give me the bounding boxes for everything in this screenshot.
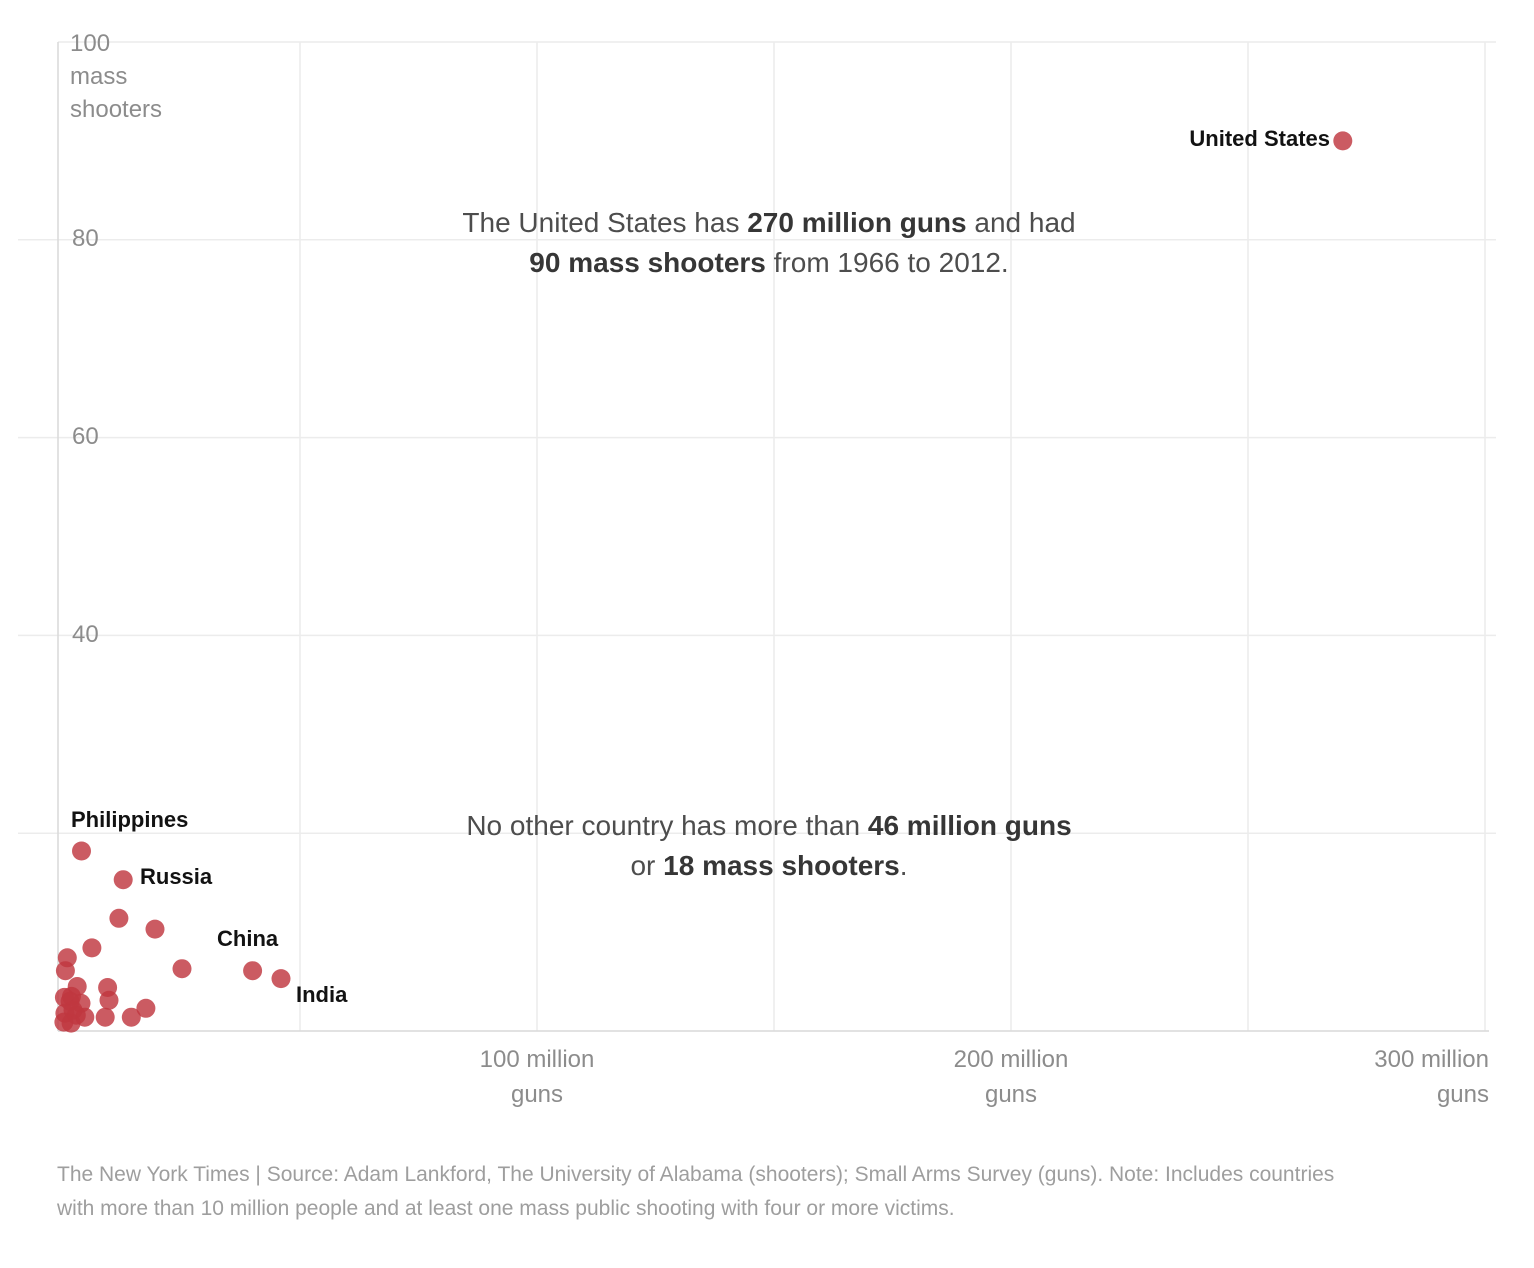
annotation-text: . bbox=[899, 850, 908, 881]
x-tick-label-line1: 100 million bbox=[479, 1046, 595, 1073]
x-tick-label-line2: guns bbox=[984, 1081, 1038, 1108]
scatter-dot bbox=[121, 1007, 141, 1027]
y-tick-80: 80 bbox=[72, 225, 99, 252]
x-tick-label-line2: guns bbox=[1436, 1081, 1489, 1108]
y-axis-unit-line2: shooters bbox=[70, 96, 163, 123]
scatter-dot bbox=[82, 938, 102, 958]
annotation-united-states: The United States has 270 million guns a… bbox=[462, 203, 1075, 283]
dot-united-states bbox=[1333, 131, 1353, 151]
x-tick-label-line1: 300 million bbox=[1374, 1046, 1489, 1073]
country-label-india: India bbox=[296, 982, 348, 1007]
annotation-text: No other country has more than bbox=[466, 810, 868, 841]
scatter-dot bbox=[172, 959, 192, 979]
annotation-line: The United States has 270 million guns a… bbox=[462, 203, 1075, 243]
y-axis-unit-line1: mass bbox=[70, 63, 128, 90]
scatter-dot bbox=[109, 908, 129, 928]
x-tick-300-million: 300 million guns bbox=[1289, 1042, 1489, 1112]
country-label-united-states: United States bbox=[1189, 126, 1330, 151]
annotation-line: 90 mass shooters from 1966 to 2012. bbox=[462, 243, 1075, 283]
annotation-bold-text: 270 million guns bbox=[747, 207, 967, 238]
footer-line1: The New York Times | Source: Adam Lankfo… bbox=[57, 1163, 1335, 1186]
scatter-dot bbox=[95, 1007, 115, 1027]
y-tick-60: 60 bbox=[72, 423, 99, 450]
dot-china bbox=[243, 961, 263, 981]
dot-russia bbox=[113, 870, 133, 890]
annotation-text: The United States has bbox=[462, 207, 748, 238]
scatter-dot bbox=[99, 990, 119, 1010]
annotation-bold-text: 46 million guns bbox=[867, 810, 1072, 841]
country-label-china: China bbox=[217, 926, 279, 951]
footer-line2: with more than 10 million people and at … bbox=[57, 1197, 955, 1220]
annotation-text: and had bbox=[966, 207, 1076, 238]
country-label-philippines: Philippines bbox=[71, 807, 189, 832]
scatter-dot bbox=[55, 961, 75, 981]
annotation-other-countries: No other country has more than 46 millio… bbox=[466, 806, 1071, 886]
dot-philippines bbox=[72, 841, 91, 861]
annotation-text: from 1966 to 2012. bbox=[765, 247, 1009, 278]
annotation-bold-text: 90 mass shooters bbox=[529, 247, 766, 278]
annotation-line: or 18 mass shooters. bbox=[466, 846, 1071, 886]
x-tick-label-line1: 200 million bbox=[953, 1046, 1069, 1073]
y-tick-40: 40 bbox=[72, 621, 99, 648]
country-label-russia: Russia bbox=[140, 864, 213, 889]
y-tick-100: 100 bbox=[70, 30, 111, 57]
dot-india bbox=[271, 969, 291, 989]
x-tick-100-million: 100 million guns bbox=[437, 1042, 637, 1112]
annotation-line: No other country has more than 46 millio… bbox=[466, 806, 1071, 846]
scatter-dot bbox=[136, 998, 156, 1018]
footer-attribution: The New York Times | Source: Adam Lankfo… bbox=[57, 1158, 1517, 1226]
y-axis-title: 100 mass shooters bbox=[70, 27, 162, 126]
annotation-bold-text: 18 mass shooters bbox=[663, 850, 900, 881]
annotation-text: or bbox=[630, 850, 664, 881]
scatter-dot bbox=[61, 1013, 81, 1033]
x-tick-200-million: 200 million guns bbox=[911, 1042, 1111, 1112]
scatter-dot bbox=[145, 919, 165, 939]
x-tick-label-line2: guns bbox=[510, 1081, 564, 1108]
